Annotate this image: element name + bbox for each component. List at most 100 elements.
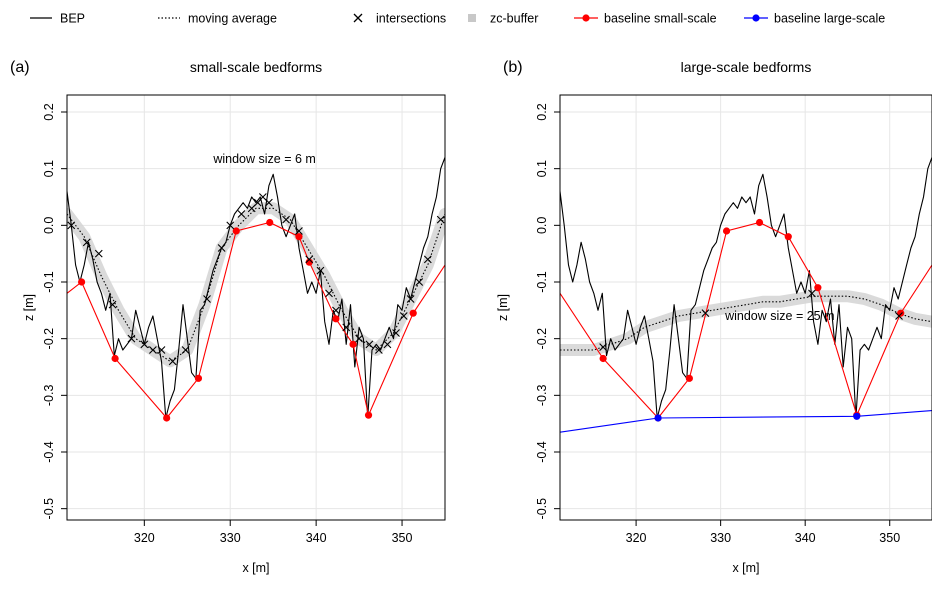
intersection-marker — [127, 334, 136, 343]
legend-label: baseline small-scale — [604, 12, 717, 26]
intersection-marker — [247, 204, 256, 213]
window-size-annotation: window size = 6 m — [212, 152, 315, 166]
intersection-marker — [406, 295, 415, 303]
intersection-marker — [203, 295, 211, 303]
x-tick-label: 350 — [879, 531, 900, 545]
baseline-small-scale-point — [814, 284, 822, 292]
panel-label: (b) — [503, 59, 523, 76]
axes-frame — [66, 94, 446, 521]
intersection-marker — [399, 312, 408, 320]
intersection-marker — [217, 244, 226, 252]
intersection-marker — [701, 309, 710, 318]
legend-item-bls: baseline large-scale — [744, 12, 885, 26]
baseline-large-scale-point — [853, 412, 861, 420]
y-tick-label: 0.0 — [42, 217, 56, 234]
intersection-marker — [436, 215, 445, 224]
intersection-marker — [282, 215, 290, 224]
baseline-small-scale-point — [364, 411, 373, 419]
intersection-marker — [325, 289, 333, 298]
x-tick-label: 350 — [392, 531, 413, 545]
axes-frame — [559, 94, 932, 521]
intersection-marker — [168, 357, 177, 366]
intersection-marker — [332, 306, 340, 315]
moving-average-line — [67, 207, 445, 362]
intersection-marker — [140, 340, 149, 349]
intersection-marker — [392, 329, 400, 337]
baseline-small-scale-point — [409, 309, 417, 317]
y-tick-label: 0.2 — [535, 103, 549, 120]
intersection-marker — [295, 227, 303, 235]
bep-line — [67, 157, 445, 419]
legend: BEP moving average intersections zc-buffer b… — [30, 12, 885, 26]
legend-label: baseline large-scale — [774, 12, 885, 26]
intersection-marker — [342, 323, 351, 332]
baseline-small-scale-line — [67, 221, 445, 419]
baseline-small-scale-point — [599, 354, 607, 363]
intersection-marker — [383, 340, 392, 349]
legend-square-swatch — [468, 14, 476, 22]
y-tick-label: -0.1 — [42, 271, 56, 293]
baseline-small-scale-point — [784, 233, 792, 241]
intersection-marker — [415, 278, 424, 286]
intersection-marker — [181, 346, 190, 354]
baseline-small-scale-point — [897, 309, 905, 317]
y-axis-label: z [m] — [496, 294, 510, 321]
chart-title: large-scale bedforms — [681, 59, 812, 75]
intersection-marker — [157, 346, 166, 354]
y-tick-label: -0.2 — [42, 328, 56, 350]
baseline-large-scale-point — [654, 414, 662, 422]
plot-area — [560, 157, 932, 433]
panel-large-scale: window size = 25 m 320 330 340 350 0.2 0.1 0.0 -… — [496, 59, 932, 575]
y-tick-label: -0.5 — [535, 498, 549, 520]
legend-item-int: intersections — [353, 12, 446, 26]
baseline-small-scale-point — [295, 233, 303, 241]
baseline-small-scale-point — [163, 414, 171, 422]
legend-item-bep: BEP — [30, 12, 85, 26]
x-axis-label: x [m] — [242, 561, 269, 575]
intersection-marker — [149, 346, 157, 354]
intersection-marker — [808, 289, 816, 298]
legend-label: BEP — [60, 12, 85, 26]
x-tick-label: 340 — [795, 531, 816, 545]
y-axis-label: z [m] — [22, 294, 36, 321]
chart-title: small-scale bedforms — [190, 59, 322, 75]
intersection-marker — [82, 238, 91, 247]
zc-buffer-band — [560, 290, 932, 356]
y-tick-label: -0.2 — [535, 328, 549, 350]
legend-cross-swatch — [353, 13, 363, 23]
legend-dot-swatch — [582, 14, 590, 22]
baseline-small-scale-point — [78, 278, 86, 286]
y-tick-label: 0.2 — [42, 103, 56, 120]
legend-dot-swatch — [752, 14, 760, 22]
y-tick-label: 0.1 — [535, 160, 549, 177]
x-tick-label: 330 — [220, 531, 241, 545]
y-tick-label: 0.0 — [535, 217, 549, 234]
baseline-small-scale-point — [755, 218, 764, 227]
y-tick-label: -0.3 — [535, 385, 549, 407]
intersection-marker — [599, 343, 608, 352]
plot-area — [67, 157, 445, 422]
baseline-small-scale-point — [266, 218, 274, 227]
panel-label: (a) — [10, 59, 30, 76]
bep-line — [560, 157, 932, 419]
intersection-marker — [316, 266, 325, 275]
intersection-marker — [67, 221, 76, 230]
legend-item-bss: baseline small-scale — [574, 12, 717, 26]
x-tick-label: 320 — [134, 531, 155, 545]
y-tick-label: -0.4 — [535, 441, 549, 463]
baseline-small-scale-point — [232, 227, 240, 235]
intersection-marker — [895, 312, 903, 320]
legend-item-zc: zc-buffer — [468, 12, 538, 26]
baseline-small-scale-point — [194, 374, 203, 382]
x-tick-label: 320 — [626, 531, 647, 545]
intersection-marker — [264, 198, 273, 207]
window-size-annotation: window size = 25 m — [724, 309, 834, 323]
x-tick-label: 330 — [710, 531, 731, 545]
legend-label: zc-buffer — [490, 12, 538, 26]
baseline-small-scale-point — [111, 354, 119, 363]
moving-average-line — [560, 295, 932, 351]
legend-label: moving average — [188, 12, 277, 26]
y-tick-label: -0.5 — [42, 498, 56, 520]
x-tick-label: 340 — [306, 531, 327, 545]
